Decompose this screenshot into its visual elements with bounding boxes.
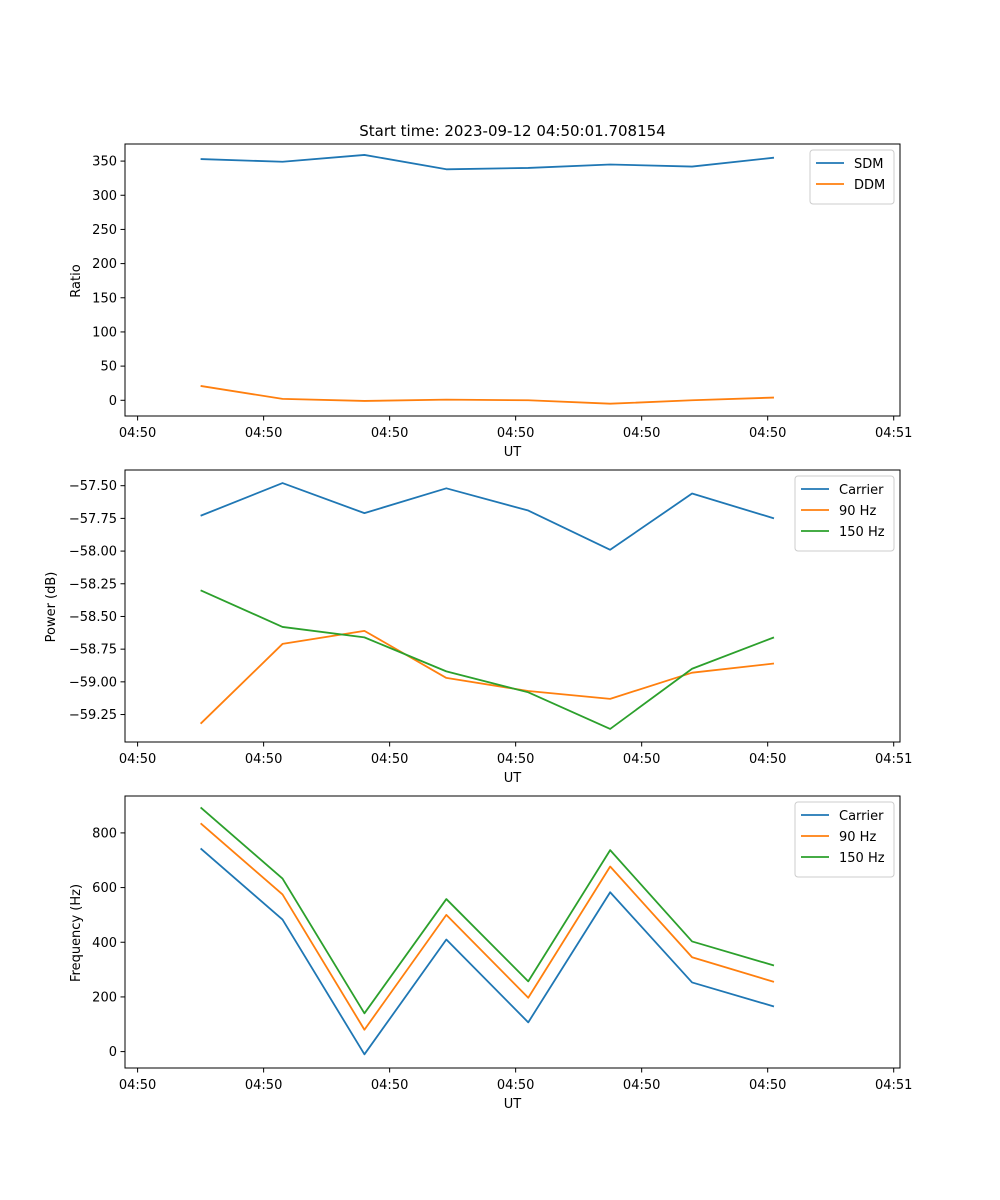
x-tick-label: 04:50: [371, 1078, 408, 1093]
series-line-carrier: [200, 482, 775, 551]
x-tick-label: 04:50: [749, 1078, 786, 1093]
x-tick-label: 04:50: [245, 1078, 282, 1093]
ratio-panel: Start time: 2023-09-12 04:50:01.708154 U…: [69, 122, 912, 460]
y-tick-label: 200: [92, 990, 117, 1005]
legend-entry: 90 Hz: [839, 830, 876, 845]
power-panel: UT Power (dB) 04:50 04:50 04:50 04:50 04:50 0…: [44, 469, 912, 786]
legend-entry: Carrier: [839, 483, 884, 498]
legend-entry: 150 Hz: [839, 525, 885, 540]
series-line-150-hz: [200, 806, 775, 1015]
x-tick-label: 04:50: [749, 752, 786, 767]
x-tick-label: 04:50: [623, 752, 660, 767]
plot-frame: [124, 469, 901, 743]
y-tick-label: 0: [109, 1045, 117, 1060]
y-tick-label: −58.75: [69, 643, 117, 658]
legend-entry: Carrier: [839, 809, 884, 824]
frequency-panel: UT Frequency (Hz) 04:50 04:50 04:50 04:50 04…: [69, 795, 912, 1112]
series-line-ddm: [200, 385, 775, 405]
x-tick-label: 04:50: [371, 426, 408, 441]
plot-frame: [124, 795, 901, 1069]
x-tick-label: 04:50: [623, 426, 660, 441]
y-tick-label: −57.75: [69, 512, 117, 527]
legend: Carrier 90 Hz 150 Hz: [794, 475, 895, 552]
y-tick-label: −57.50: [69, 479, 117, 494]
x-tick-label: 04:50: [119, 752, 156, 767]
y-tick-label: 150: [92, 291, 117, 306]
y-tick-label: 400: [92, 936, 117, 951]
series-line-90-hz: [199, 629, 775, 725]
x-tick-label: 04:50: [497, 752, 534, 767]
x-tick-label: 04:50: [245, 752, 282, 767]
x-tick-label: 04:50: [749, 426, 786, 441]
y-tick-label: 350: [92, 155, 117, 170]
y-axis-label: Frequency (Hz): [69, 884, 84, 982]
series-line-carrier: [200, 847, 775, 1056]
y-tick-label: −58.00: [69, 545, 117, 560]
legend-box: [794, 475, 895, 552]
x-axis-label: UT: [504, 1097, 522, 1112]
y-axis-label: Ratio: [69, 264, 84, 297]
chart-title: Start time: 2023-09-12 04:50:01.708154: [359, 122, 665, 140]
x-tick-label: 04:50: [497, 426, 534, 441]
y-tick-label: −58.25: [69, 577, 117, 592]
x-tick-label: 04:50: [119, 1078, 156, 1093]
legend-entry: 90 Hz: [839, 504, 876, 519]
x-tick-label: 04:51: [875, 752, 912, 767]
legend-entry: DDM: [854, 178, 885, 193]
y-tick-label: 200: [92, 257, 117, 272]
series-line-90-hz: [200, 822, 775, 1031]
x-tick-label: 04:51: [875, 426, 912, 441]
y-tick-label: 50: [100, 360, 117, 375]
series-line-150-hz: [200, 589, 775, 730]
legend: Carrier 90 Hz 150 Hz: [794, 801, 895, 878]
legend: SDM DDM: [809, 149, 895, 205]
y-tick-label: 250: [92, 223, 117, 238]
y-tick-label: −59.00: [69, 675, 117, 690]
y-tick-label: −59.25: [69, 708, 117, 723]
plot-frame: [124, 143, 901, 417]
y-axis-label: Power (dB): [44, 572, 59, 643]
y-tick-label: 300: [92, 189, 117, 204]
x-tick-label: 04:50: [497, 1078, 534, 1093]
y-tick-label: 0: [109, 394, 117, 409]
x-tick-label: 04:51: [875, 1078, 912, 1093]
y-tick-label: 800: [92, 826, 117, 841]
x-tick-label: 04:50: [119, 426, 156, 441]
legend-entry: SDM: [854, 157, 883, 172]
series-line-sdm: [200, 154, 775, 171]
x-tick-label: 04:50: [371, 752, 408, 767]
x-axis-label: UT: [504, 771, 522, 786]
legend-entry: 150 Hz: [839, 851, 885, 866]
y-tick-label: 600: [92, 881, 117, 896]
x-axis-label: UT: [504, 445, 522, 460]
legend-box: [794, 801, 895, 878]
y-tick-label: −58.50: [69, 610, 117, 625]
x-tick-label: 04:50: [623, 1078, 660, 1093]
y-tick-label: 100: [92, 325, 117, 340]
x-tick-label: 04:50: [245, 426, 282, 441]
